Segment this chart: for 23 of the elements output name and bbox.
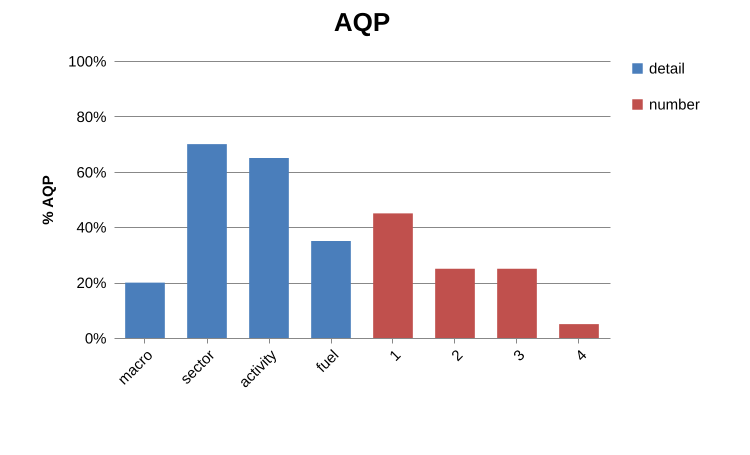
- y-tick-label: 0%: [84, 330, 106, 348]
- y-tick-label: 80%: [76, 108, 106, 126]
- bar: [249, 158, 289, 338]
- y-tick-label: 40%: [76, 220, 106, 237]
- y-tick-label: 60%: [76, 164, 106, 182]
- x-tick-label: fuel: [313, 346, 342, 376]
- x-tick-label: 3: [510, 346, 528, 365]
- x-tick-label: 1: [386, 346, 404, 365]
- x-tick-label: 4: [572, 346, 590, 365]
- bar: [311, 241, 351, 338]
- legend-label: detail: [649, 60, 685, 78]
- x-tick-label: 2: [448, 346, 466, 365]
- bar: [187, 144, 227, 338]
- y-tick-label: 20%: [76, 275, 106, 292]
- y-tick-label: 100%: [68, 54, 106, 70]
- bar: [497, 268, 537, 338]
- chart-title: AQP: [334, 7, 390, 37]
- bar: [125, 282, 165, 338]
- bar: [559, 324, 599, 338]
- bar: [435, 268, 475, 338]
- legend-label: number: [649, 96, 700, 114]
- y-axis-title: % AQP: [40, 175, 58, 225]
- bar: [373, 213, 413, 338]
